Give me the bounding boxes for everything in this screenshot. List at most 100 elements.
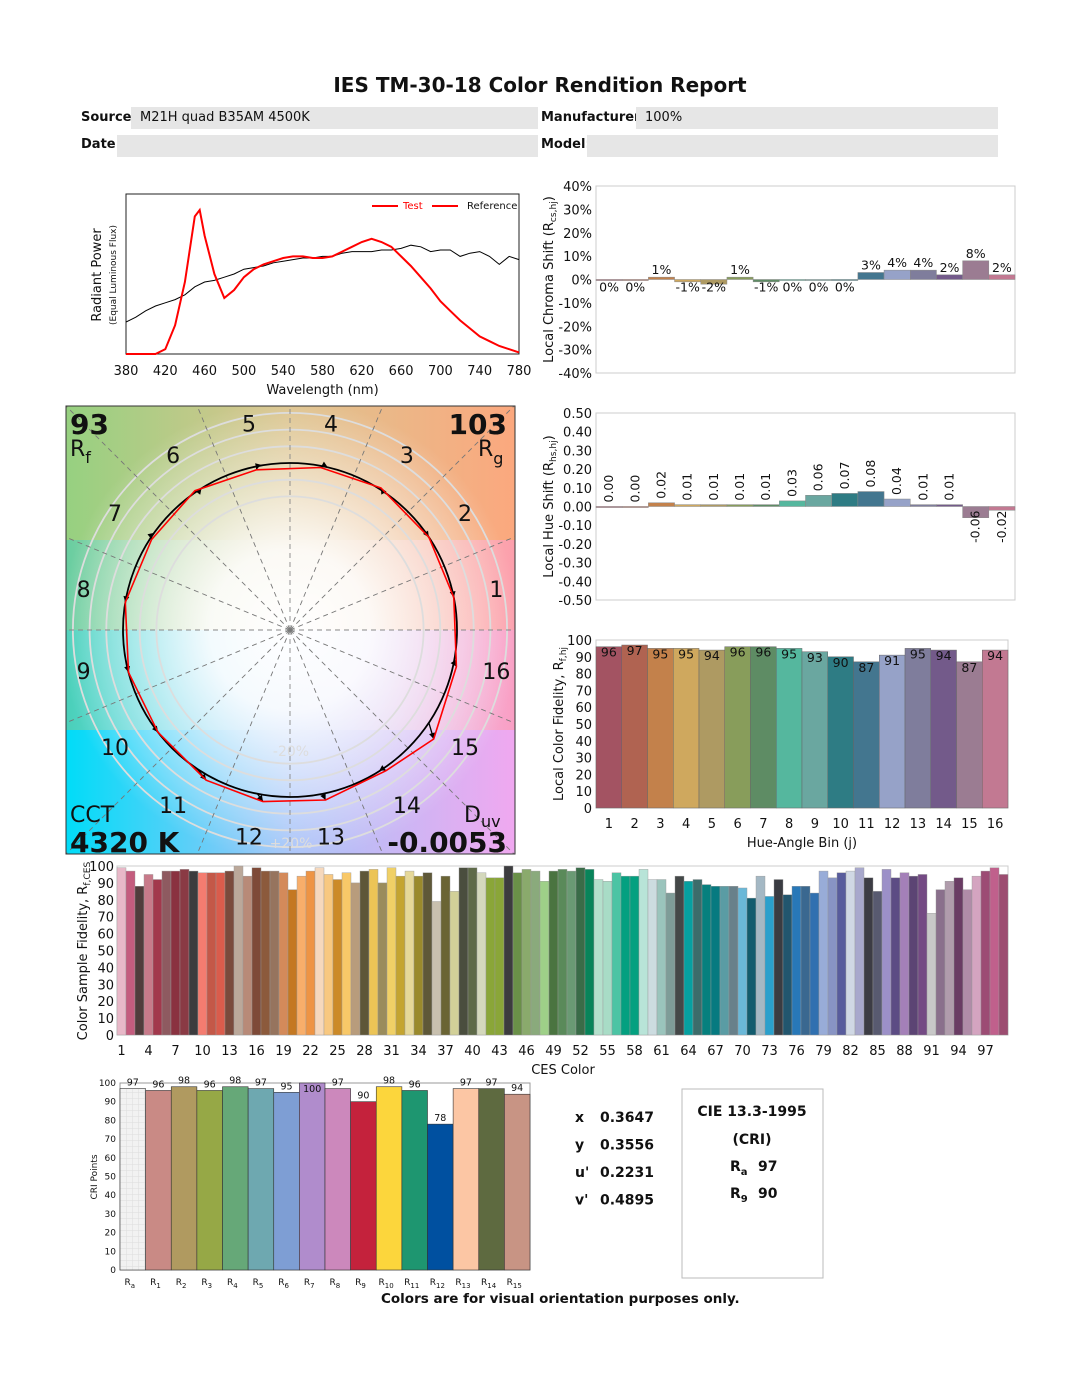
y-tick-label: 0.30: [563, 444, 592, 459]
cie-cri-box: CIE 13.3-1995 (CRI) Ra 97 R9 90: [681, 1088, 824, 1279]
bar-bin-4: [674, 504, 701, 507]
data-label: 0%: [599, 280, 619, 295]
bar-bin-1: [595, 646, 622, 809]
bar-ces-13: [224, 870, 235, 1036]
y-tick-label: 40: [105, 1191, 117, 1201]
bar-bin-14: [936, 504, 963, 507]
data-label: 0.00: [601, 475, 616, 503]
y-tick-label: 80: [105, 1116, 117, 1126]
data-label: 94: [704, 648, 720, 663]
bar-ces-17: [260, 870, 271, 1036]
data-label: 8%: [966, 246, 986, 261]
x-tick-label: 61: [653, 1044, 670, 1059]
bar-ces-39: [458, 867, 469, 1036]
bar-ces-32: [395, 875, 406, 1036]
x-tick-label: 620: [349, 364, 374, 379]
bar-bin-15: [956, 661, 983, 809]
x-tick-label: 43: [491, 1044, 508, 1059]
bar-bin-12: [883, 269, 911, 280]
bin-label: 6: [166, 444, 180, 469]
bar-cri-10: [375, 1086, 403, 1271]
data-label: 3%: [861, 257, 881, 272]
ra-value: 97: [758, 1159, 777, 1175]
bar-ces-69: [728, 886, 739, 1036]
y-tick-label: 40: [575, 735, 592, 750]
source-field[interactable]: [131, 107, 538, 129]
x-tick-label: 11: [858, 817, 875, 832]
x-tick-label: 70: [734, 1044, 751, 1059]
bar-ces-28: [359, 870, 370, 1036]
chromaticity-value: 0.3647: [600, 1110, 654, 1126]
data-label: 94: [987, 648, 1003, 663]
x-tick-label: 52: [572, 1044, 589, 1059]
footnote: Colors are for visual orientation purpos…: [381, 1291, 740, 1307]
data-label: 4%: [913, 255, 933, 270]
bar-ces-79: [818, 870, 829, 1036]
bin-boundary: [289, 629, 515, 854]
bar-ces-6: [161, 870, 172, 1036]
bar-bin-5: [700, 279, 728, 285]
bar-ces-5: [152, 879, 163, 1036]
data-label: 96: [730, 645, 746, 660]
bar-ces-92: [935, 889, 946, 1036]
x-tick-label: 660: [389, 364, 414, 379]
bar-bin-11: [853, 661, 880, 809]
chromaticity-label: v': [575, 1193, 588, 1209]
bin-label: 4: [324, 413, 338, 438]
data-label: 93: [807, 650, 823, 665]
y-tick-label: 30: [105, 1210, 117, 1220]
bar-ces-33: [404, 870, 415, 1036]
x-tick-label: 82: [842, 1044, 859, 1059]
vector-frame: [65, 405, 516, 855]
bin-boundary: [289, 536, 515, 631]
bar-bin-4: [673, 648, 700, 809]
x-tick-label: 55: [599, 1044, 616, 1059]
data-label: 97: [627, 643, 643, 658]
bar-ces-81: [836, 872, 847, 1036]
x-tick-label: 420: [153, 364, 178, 379]
data-label: 0.03: [784, 469, 799, 497]
y-tick-label: 90: [105, 1098, 117, 1108]
date-field[interactable]: [117, 135, 538, 157]
source-value: M21H quad B35AM 4500K: [140, 110, 310, 125]
bar-ces-87: [890, 877, 901, 1036]
x-tick-label: R10: [378, 1278, 393, 1290]
data-label: 0%: [809, 280, 829, 295]
bar-ces-56: [611, 872, 622, 1036]
bar-ces-50: [557, 869, 568, 1036]
bar-ces-55: [602, 881, 613, 1036]
spectrum-chart: 380 420 460 500 540 580 620 660 700 740 780 Wavelen…: [90, 193, 531, 398]
bar-bin-5: [698, 649, 725, 809]
manufacturer-field[interactable]: [636, 107, 998, 129]
x-tick-label: 9: [811, 817, 819, 832]
bar-bin-14: [930, 649, 957, 809]
bar-ces-65: [692, 879, 703, 1036]
data-label: 97: [255, 1078, 267, 1089]
bar-ces-90: [917, 874, 928, 1036]
bar-bin-3: [648, 502, 675, 507]
x-tick-label: 12: [884, 817, 901, 832]
bar-bin-13: [910, 504, 937, 507]
arrow-head: [320, 461, 328, 468]
x-axis-label: Hue-Angle Bin (j): [747, 836, 857, 851]
bar-bin-2: [621, 506, 649, 508]
x-tick-label: 15: [961, 817, 978, 832]
x-tick-label: 97: [977, 1044, 994, 1059]
bar-ces-19: [278, 872, 289, 1036]
bin-label: 15: [451, 736, 479, 761]
bar-bin-7: [750, 646, 777, 809]
cct-label: CCT: [70, 803, 115, 828]
legend-label-reference: Reference: [467, 201, 517, 212]
bar-ces-11: [206, 872, 217, 1036]
bar-ces-30: [377, 882, 388, 1036]
x-tick-label: 16: [248, 1044, 265, 1059]
cri-chart: 0 10 20 30 40 50 60 70 80 90 100 CRI Points 97 Ra 96 R1…: [90, 1076, 531, 1290]
y-tick-label: -0.30: [558, 557, 592, 572]
x-tick-label: 13: [910, 817, 927, 832]
header-fields: Source: M21H quad B35AM 4500K Manufactur…: [81, 107, 998, 157]
bar-ces-25: [332, 879, 343, 1036]
model-field[interactable]: [587, 135, 998, 157]
x-tick-label: 14: [935, 817, 952, 832]
x-tick-label: 8: [785, 817, 793, 832]
